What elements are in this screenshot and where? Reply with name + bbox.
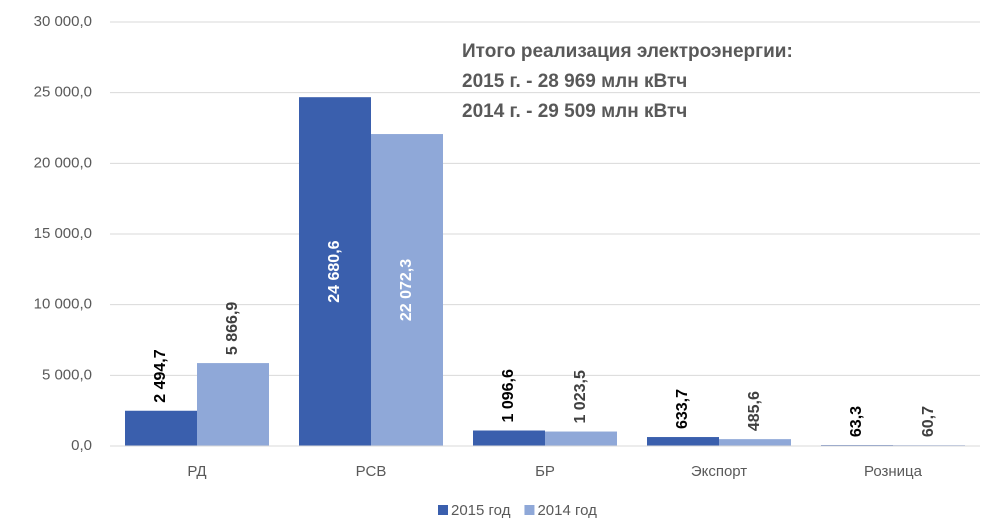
bar — [473, 430, 545, 446]
legend-swatch — [438, 505, 448, 515]
x-tick-label: РД — [187, 463, 206, 480]
data-label: 1 023,5 — [572, 370, 589, 423]
y-tick-label: 30 000,0 — [34, 13, 92, 30]
x-tick-label: РСВ — [356, 463, 387, 480]
x-tick-label: Розница — [864, 463, 923, 480]
bar — [125, 410, 197, 446]
x-tick-label: Экспорт — [691, 463, 747, 480]
data-label: 485,6 — [746, 391, 763, 431]
data-label: 63,3 — [848, 406, 865, 437]
data-label: 1 096,6 — [500, 369, 517, 422]
y-tick-label: 15 000,0 — [34, 225, 92, 242]
data-label: 24 680,6 — [326, 240, 343, 302]
y-tick-label: 5 000,0 — [42, 366, 92, 383]
bar — [371, 134, 443, 446]
bar — [719, 439, 791, 446]
data-label: 5 866,9 — [224, 302, 241, 355]
y-tick-label: 10 000,0 — [34, 296, 92, 313]
x-tick-label: БР — [535, 463, 555, 480]
data-label: 60,7 — [920, 406, 937, 437]
y-tick-label: 25 000,0 — [34, 84, 92, 101]
legend-label: 2014 год — [537, 502, 597, 519]
data-label: 22 072,3 — [398, 259, 415, 321]
bar — [545, 431, 617, 446]
data-label: 633,7 — [674, 389, 691, 429]
bar — [299, 97, 371, 447]
legend-label: 2015 год — [451, 502, 511, 519]
bar — [647, 437, 719, 446]
legend-swatch — [524, 505, 535, 515]
y-tick-label: 20 000,0 — [34, 154, 92, 171]
annotation: 2014 г. - 29 509 млн кВтч — [462, 101, 687, 122]
bar — [197, 363, 269, 446]
annotation: Итого реализация электроэнергии: — [462, 41, 793, 62]
y-tick-label: 0,0 — [71, 437, 92, 454]
data-label: 2 494,7 — [152, 349, 169, 402]
annotation: 2015 г. - 28 969 млн кВтч — [462, 71, 687, 92]
